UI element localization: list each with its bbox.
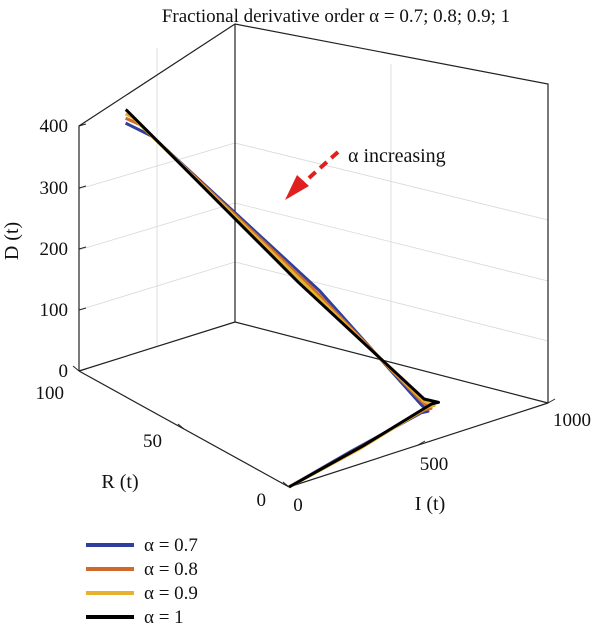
x-tick-label: 500 <box>420 454 449 475</box>
z-tick-label: 300 <box>40 178 69 199</box>
z-tick-labels: 0 100 200 300 400 <box>40 116 69 382</box>
x-tick-labels: 0 500 1000 <box>293 410 591 516</box>
y-tick-label: 50 <box>143 431 162 452</box>
z-tick-label: 0 <box>59 361 69 382</box>
legend-label-3: α = 1 <box>144 607 184 628</box>
series-lines <box>124 108 440 489</box>
annotation-arrow-head <box>285 175 309 200</box>
y-tick-label: 0 <box>257 490 267 511</box>
annotation-text: α increasing <box>348 145 446 167</box>
z-tick-label: 200 <box>40 239 69 260</box>
x-axis-label: I (t) <box>415 493 446 515</box>
annotation: α increasing <box>285 145 446 200</box>
legend-label-2: α = 0.9 <box>144 583 198 604</box>
x-tick-label: 1000 <box>553 410 591 431</box>
legend-label-0: α = 0.7 <box>144 535 198 556</box>
z-tick-label: 400 <box>40 116 69 137</box>
y-tick-label: 100 <box>36 383 65 404</box>
annotation-arrow-shaft <box>298 150 340 188</box>
grid-lines <box>78 24 549 404</box>
legend: α = 0.7 α = 0.8 α = 0.9 α = 1 <box>86 535 198 628</box>
y-axis-label: R (t) <box>101 471 138 493</box>
chart-title: Fractional derivative order α = 0.7; 0.8… <box>162 6 510 27</box>
z-axis-label: D (t) <box>1 222 23 260</box>
z-tick-label: 100 <box>40 300 69 321</box>
x-tick-label: 0 <box>293 495 303 516</box>
legend-label-1: α = 0.8 <box>144 559 198 580</box>
axis-box <box>78 23 549 488</box>
y-tick-labels: 0 50 100 <box>36 383 267 511</box>
series-line-3 <box>124 108 440 489</box>
